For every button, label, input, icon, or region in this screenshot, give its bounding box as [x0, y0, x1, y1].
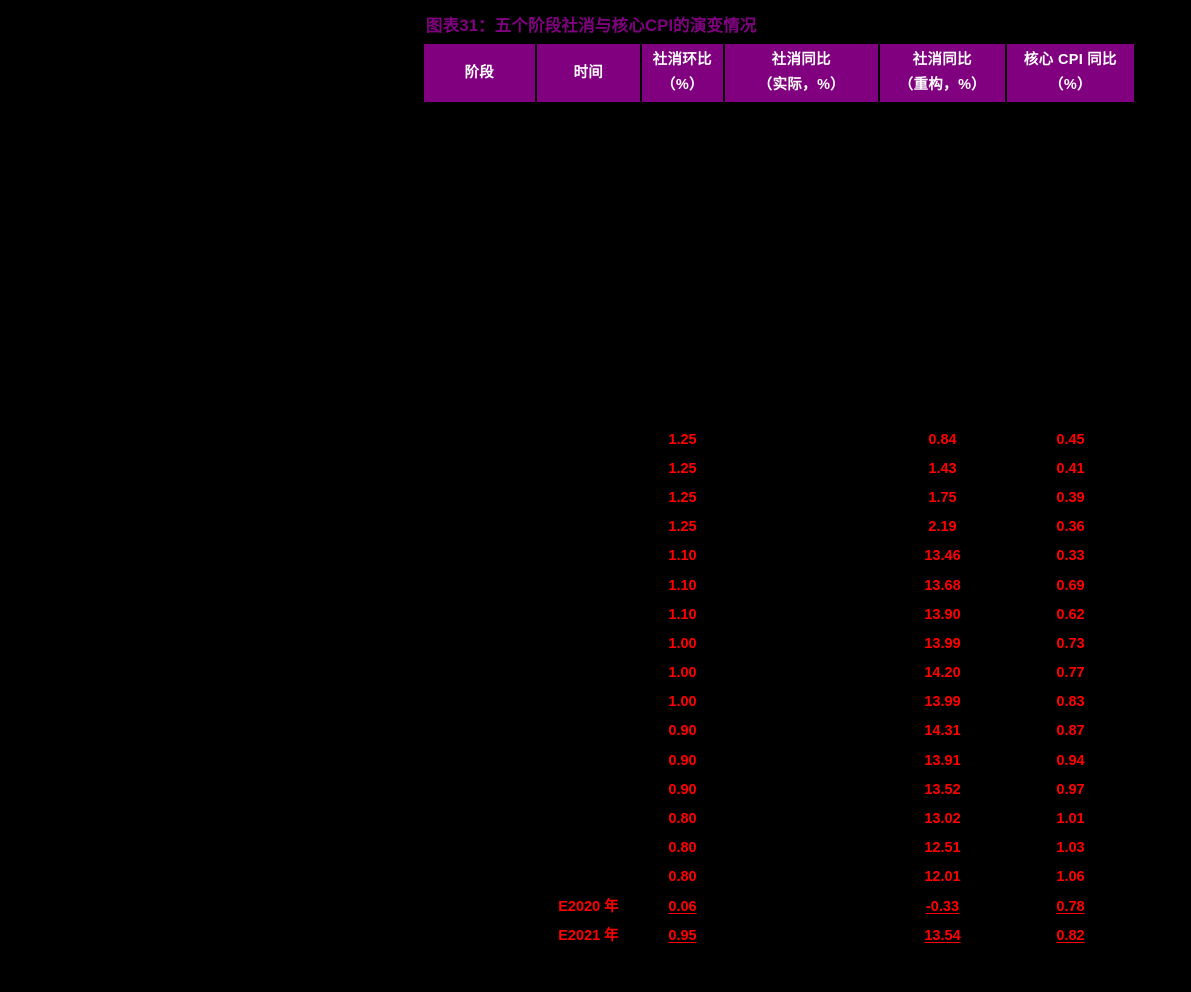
table-row: 1.25 1.75 0.39 — [424, 483, 1134, 512]
cell-mom: 0.90 — [668, 781, 697, 798]
cell-mom: 1.25 — [668, 460, 697, 477]
column-header-1[interactable]: 时间 — [537, 44, 640, 102]
cell-yoy-rebuilt: 1.75 — [928, 489, 957, 506]
table-row: 0.90 14.31 0.87 — [424, 717, 1134, 746]
cell-core-cpi: 0.77 — [1056, 665, 1085, 682]
cell-yoy-rebuilt: 13.52 — [924, 781, 961, 798]
cell-mom: 1.10 — [668, 577, 697, 594]
table-row: 1.10 13.46 0.33 — [424, 542, 1134, 571]
cell-time: E2020 年 — [558, 898, 619, 915]
column-header-line2: （%） — [1049, 77, 1092, 93]
cell-core-cpi: 0.69 — [1056, 577, 1085, 594]
cell-yoy-rebuilt: 14.31 — [924, 723, 961, 740]
cell-mom: 0.80 — [668, 869, 697, 886]
table-row: E2020 年 0.06 -0.33 0.78 — [424, 892, 1134, 921]
cell-yoy-rebuilt: 2.19 — [928, 519, 957, 536]
cell-core-cpi: 0.73 — [1056, 635, 1085, 652]
column-header-2[interactable]: 社消环比 （%） — [642, 44, 723, 102]
cell-yoy-rebuilt: 13.46 — [924, 548, 961, 565]
cell-yoy-rebuilt: 13.91 — [924, 752, 961, 769]
column-header-line2: （重构，%） — [898, 77, 987, 93]
cell-yoy-rebuilt: 13.68 — [924, 577, 961, 594]
cell-yoy-rebuilt: 12.01 — [924, 869, 961, 886]
cell-mom: 1.00 — [668, 665, 697, 682]
table-row: 1.25 0.84 0.45 — [424, 425, 1134, 454]
table-row: 1.10 13.90 0.62 — [424, 600, 1134, 629]
cell-mom: 1.00 — [668, 694, 697, 711]
cell-yoy-rebuilt: 13.99 — [924, 694, 961, 711]
cell-yoy-rebuilt: 1.43 — [928, 460, 957, 477]
column-header-line1: 核心 CPI 同比 — [1024, 52, 1117, 68]
table-row: 1.10 13.68 0.69 — [424, 571, 1134, 600]
column-header-line2: （实际，%） — [757, 77, 846, 93]
cell-mom: 0.95 — [668, 927, 697, 944]
cell-mom: 1.10 — [668, 548, 697, 565]
cell-core-cpi: 0.83 — [1056, 694, 1085, 711]
table-header-row: 阶段 时间 社消环比 （%） 社消同比 （实际，%） 社消同比 （重构，%） 核心 CPI 同比… — [424, 44, 1134, 102]
cell-core-cpi: 0.94 — [1056, 752, 1085, 769]
cell-yoy-rebuilt: 12.51 — [924, 840, 961, 857]
cell-core-cpi: 0.62 — [1056, 606, 1085, 623]
column-header-line1: 社消同比 — [771, 52, 832, 68]
cell-mom: 1.25 — [668, 489, 697, 506]
cell-core-cpi: 1.03 — [1056, 840, 1085, 857]
cell-mom: 1.25 — [668, 431, 697, 448]
cell-time: E2021 年 — [558, 927, 619, 944]
column-header-line1: 阶段 — [464, 64, 495, 81]
table-row: 0.80 12.51 1.03 — [424, 834, 1134, 863]
cell-mom: 0.80 — [668, 811, 697, 828]
column-header-0[interactable]: 阶段 — [424, 44, 535, 102]
cell-mom: 0.80 — [668, 840, 697, 857]
cell-core-cpi: 0.97 — [1056, 781, 1085, 798]
cell-mom: 1.10 — [668, 606, 697, 623]
cell-yoy-rebuilt: 13.99 — [924, 635, 961, 652]
cell-yoy-rebuilt: 13.02 — [924, 811, 961, 828]
cell-core-cpi: 0.33 — [1056, 548, 1085, 565]
table-row: 1.25 1.43 0.41 — [424, 454, 1134, 483]
column-header-line1: 时间 — [573, 64, 604, 81]
cell-core-cpi: 0.87 — [1056, 723, 1085, 740]
cell-mom: 0.90 — [668, 752, 697, 769]
cell-mom: 1.00 — [668, 635, 697, 652]
cell-core-cpi: 0.36 — [1056, 519, 1085, 536]
column-header-3[interactable]: 社消同比 （实际，%） — [725, 44, 878, 102]
cell-core-cpi: 0.82 — [1056, 927, 1085, 944]
cell-core-cpi: 0.78 — [1056, 898, 1085, 915]
cell-core-cpi: 1.06 — [1056, 869, 1085, 886]
table-row: 1.25 2.19 0.36 — [424, 513, 1134, 542]
cell-core-cpi: 0.41 — [1056, 460, 1085, 477]
column-header-line1: 社消环比 — [652, 52, 713, 68]
table-row: 1.00 14.20 0.77 — [424, 659, 1134, 688]
table-row: 0.90 13.52 0.97 — [424, 775, 1134, 804]
cell-yoy-rebuilt: 13.54 — [924, 927, 961, 944]
column-header-line1: 社消同比 — [912, 52, 973, 68]
table-row: 0.80 13.02 1.01 — [424, 804, 1134, 833]
cell-mom: 0.90 — [668, 723, 697, 740]
table-row: 0.90 13.91 0.94 — [424, 746, 1134, 775]
cell-mom: 0.06 — [668, 898, 697, 915]
table-body: 1.25 0.84 0.45 1.25 1.43 0.41 1.25 1.75 0.39 1.25… — [424, 425, 1134, 950]
cell-core-cpi: 1.01 — [1056, 811, 1085, 828]
column-header-5[interactable]: 核心 CPI 同比 （%） — [1007, 44, 1134, 102]
cell-mom: 1.25 — [668, 519, 697, 536]
table-row: 0.80 12.01 1.06 — [424, 863, 1134, 892]
cell-yoy-rebuilt: 14.20 — [924, 665, 961, 682]
data-table: 阶段 时间 社消环比 （%） 社消同比 （实际，%） 社消同比 （重构，%） 核心 CPI 同比… — [424, 44, 1134, 944]
table-row: 1.00 13.99 0.73 — [424, 629, 1134, 658]
cell-core-cpi: 0.45 — [1056, 431, 1085, 448]
cell-core-cpi: 0.39 — [1056, 489, 1085, 506]
figure-title: 图表31：五个阶段社消与核心CPI的演变情况 — [426, 17, 757, 35]
column-header-line2: （%） — [661, 77, 704, 93]
table-row: E2021 年 0.95 13.54 0.82 — [424, 921, 1134, 950]
column-header-4[interactable]: 社消同比 （重构，%） — [880, 44, 1005, 102]
table-row: 1.00 13.99 0.83 — [424, 688, 1134, 717]
cell-yoy-rebuilt: 0.84 — [928, 431, 957, 448]
cell-yoy-rebuilt: 13.90 — [924, 606, 961, 623]
cell-yoy-rebuilt: -0.33 — [925, 898, 960, 915]
